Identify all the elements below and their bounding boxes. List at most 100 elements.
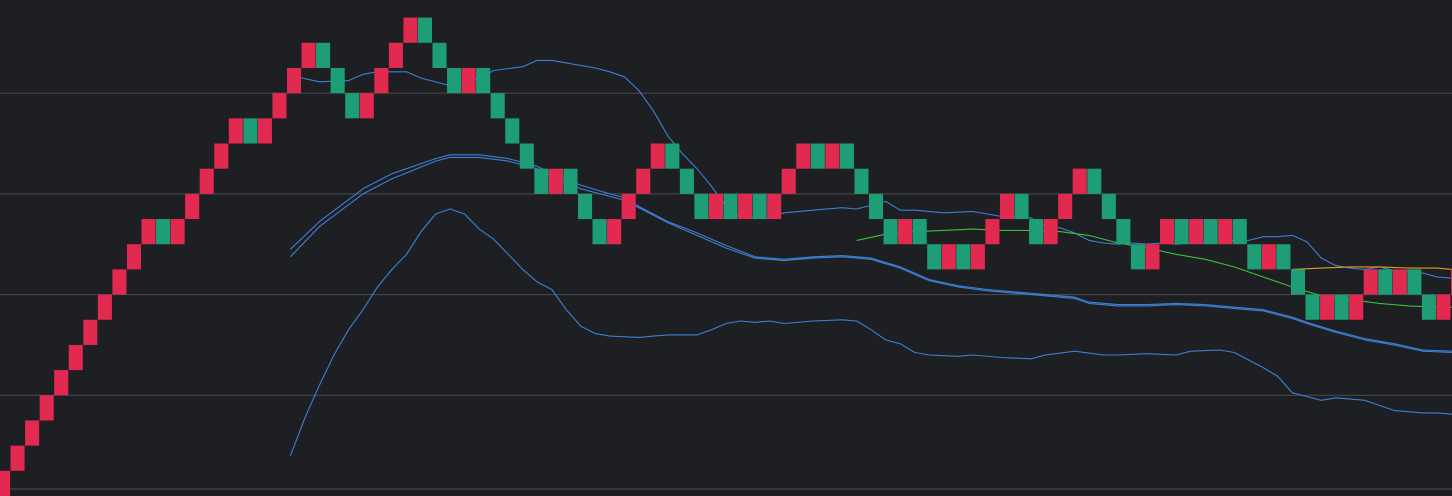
renko-brick-up bbox=[708, 193, 723, 220]
renko-brick-up bbox=[796, 143, 811, 169]
renko-brick-down bbox=[694, 193, 709, 220]
renko-brick-up bbox=[898, 219, 913, 245]
renko-brick-up bbox=[781, 168, 796, 194]
renko-brick-up bbox=[1363, 269, 1378, 295]
renko-brick-up bbox=[970, 244, 985, 270]
renko-brick-up bbox=[1436, 294, 1451, 320]
renko-brick-down bbox=[592, 219, 607, 245]
renko-brick-down bbox=[1334, 294, 1349, 320]
gridlines bbox=[0, 92, 1452, 490]
renko-brick-down bbox=[447, 67, 462, 94]
renko-brick-down bbox=[1421, 294, 1436, 320]
renko-brick-down bbox=[1029, 219, 1044, 245]
renko-brick-up bbox=[359, 93, 374, 119]
renko-brick-up bbox=[199, 168, 214, 194]
renko-brick-up bbox=[83, 319, 98, 345]
renko-brick-down bbox=[243, 118, 258, 144]
renko-brick-down bbox=[1116, 219, 1131, 245]
renko-brick-down bbox=[1203, 219, 1218, 245]
renko-brick-up bbox=[0, 470, 11, 496]
indicator-lines bbox=[289, 59, 1452, 456]
renko-brick-down bbox=[534, 168, 549, 194]
renko-brick-up bbox=[374, 67, 389, 94]
renko-brick-up bbox=[1072, 168, 1087, 194]
bollinger-upper-line bbox=[290, 59, 1452, 279]
renko-brick-up bbox=[548, 168, 563, 194]
renko-brick-down bbox=[578, 193, 593, 220]
renko-brick-down bbox=[563, 168, 578, 194]
renko-brick-up bbox=[1145, 244, 1160, 270]
renko-brick-down bbox=[1014, 193, 1029, 220]
renko-brick-up bbox=[650, 143, 665, 169]
renko-brick-down bbox=[1174, 219, 1189, 245]
renko-brick-up bbox=[738, 193, 753, 220]
renko-brick-up bbox=[1392, 269, 1407, 295]
renko-brick-up bbox=[1320, 294, 1335, 320]
renko-brick-down bbox=[1247, 244, 1262, 270]
renko-brick-up bbox=[607, 219, 622, 245]
renko-brick-down bbox=[432, 42, 447, 68]
renko-brick-down bbox=[956, 244, 971, 270]
renko-brick-up bbox=[403, 17, 418, 43]
renko-brick-up bbox=[301, 42, 316, 68]
renko-brick-up bbox=[1218, 219, 1233, 245]
renko-brick-up bbox=[39, 395, 54, 421]
renko-brick-up bbox=[621, 193, 636, 220]
renko-brick-down bbox=[519, 143, 534, 169]
renko-brick-down bbox=[665, 143, 680, 169]
renko-brick-down bbox=[912, 219, 927, 245]
bollinger-lower-line bbox=[289, 208, 1452, 456]
renko-brick-up bbox=[25, 420, 40, 446]
renko-brick-down bbox=[1290, 269, 1305, 295]
renko-brick-up bbox=[461, 67, 476, 94]
renko-brick-down bbox=[869, 193, 884, 220]
renko-brick-up bbox=[941, 244, 956, 270]
renko-brick-down bbox=[316, 42, 331, 68]
renko-brick-up bbox=[228, 118, 243, 144]
renko-brick-down bbox=[345, 93, 360, 119]
renko-brick-up bbox=[636, 168, 651, 194]
renko-brick-up bbox=[287, 67, 302, 94]
renko-brick-down bbox=[1101, 193, 1116, 220]
renko-brick-up bbox=[1058, 193, 1073, 220]
renko-brick-down bbox=[1305, 294, 1320, 320]
renko-brick-down bbox=[723, 193, 738, 220]
renko-brick-up bbox=[1261, 244, 1276, 270]
renko-brick-up bbox=[112, 269, 127, 295]
renko-brick-down bbox=[1378, 269, 1393, 295]
renko-brick-down bbox=[1407, 269, 1422, 295]
renko-brick-up bbox=[54, 370, 69, 396]
renko-brick-down bbox=[490, 93, 505, 119]
renko-brick-up bbox=[97, 294, 112, 320]
renko-brick-up bbox=[1160, 219, 1175, 245]
moving-average-green-line bbox=[856, 228, 1452, 308]
renko-brick-down bbox=[476, 67, 491, 94]
renko-brick-down bbox=[752, 193, 767, 220]
renko-brick-down bbox=[1130, 244, 1145, 270]
renko-brick-down bbox=[810, 143, 825, 169]
renko-brick-down bbox=[417, 17, 432, 43]
renko-brick-up bbox=[257, 118, 272, 144]
renko-brick-down bbox=[156, 219, 171, 245]
renko-brick-up bbox=[1189, 219, 1204, 245]
bollinger-middle-a-line bbox=[290, 156, 1452, 354]
renko-brick-down bbox=[1276, 244, 1291, 270]
renko-brick-up bbox=[999, 193, 1014, 220]
renko-brick-up bbox=[272, 93, 287, 119]
renko-brick-up bbox=[68, 344, 83, 371]
renko-brick-up bbox=[825, 143, 840, 169]
moving-average-orange-line bbox=[1292, 266, 1452, 270]
renko-brick-up bbox=[985, 219, 1000, 245]
renko-brick-down bbox=[1232, 219, 1247, 245]
renko-brick-up bbox=[141, 219, 156, 245]
renko-brick-up bbox=[388, 42, 403, 68]
renko-brick-up bbox=[170, 219, 185, 245]
renko-brick-down bbox=[330, 67, 345, 94]
renko-brick-up bbox=[1349, 294, 1364, 320]
renko-bricks bbox=[0, 17, 1452, 496]
renko-brick-up bbox=[214, 143, 229, 169]
renko-brick-down bbox=[679, 168, 694, 194]
renko-brick-up bbox=[126, 244, 141, 270]
renko-brick-down bbox=[505, 118, 520, 144]
